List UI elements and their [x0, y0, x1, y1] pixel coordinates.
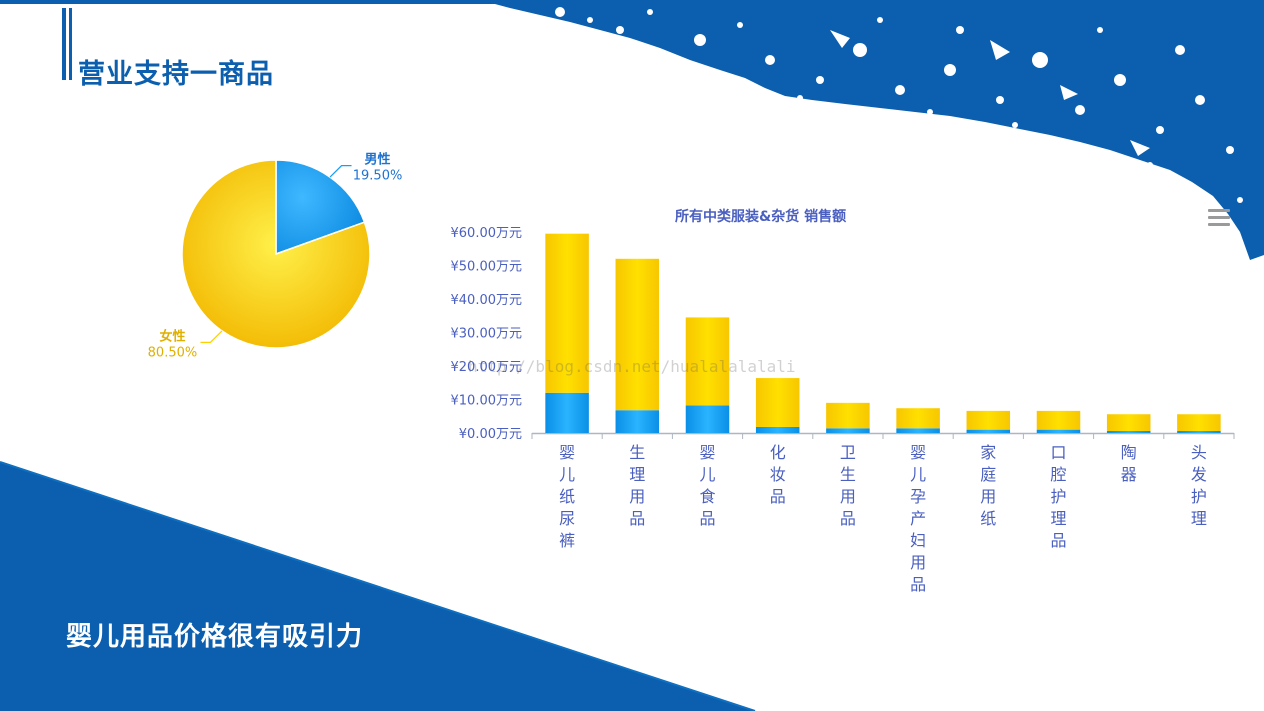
y-axis-tick-label: ¥10.00万元 — [451, 394, 523, 409]
y-axis-tick-label: ¥30.00万元 — [451, 327, 523, 342]
hamburger-menu-icon[interactable] — [1208, 209, 1230, 229]
pie-slice-name: 男性 — [365, 152, 391, 168]
x-axis-category-label: 生理用品 — [629, 443, 645, 528]
bar-segment — [1036, 410, 1081, 430]
pie-slice-name: 女性 — [159, 328, 185, 344]
pie-leader-line — [329, 165, 352, 178]
bar-segment — [685, 317, 730, 406]
pie-slice — [181, 159, 371, 349]
title-accent-bar — [62, 8, 66, 80]
bar-segment — [896, 408, 940, 429]
x-axis-category-label: 化妆品 — [770, 443, 786, 506]
bar-segment — [1177, 414, 1221, 431]
pie-slice — [275, 159, 366, 256]
bar-segment — [685, 405, 730, 433]
bar-segment — [1106, 414, 1151, 431]
y-axis-tick-label: ¥20.00万元 — [451, 360, 523, 375]
bar-segment — [1177, 430, 1221, 433]
x-axis-category-label: 头发护理 — [1191, 443, 1207, 528]
bar-segment — [826, 402, 870, 429]
bar-segment — [1036, 429, 1081, 433]
x-axis-category-label: 陶器 — [1121, 443, 1137, 484]
title-accent-bar-secondary — [69, 8, 72, 80]
y-axis-tick-label: ¥50.00万元 — [451, 260, 523, 275]
x-axis-category-label: 婴儿食品 — [699, 443, 715, 528]
bar-segment — [545, 392, 589, 433]
x-axis-category-label: 家庭用纸 — [980, 443, 996, 528]
bar-chart-title: 所有中类服装&杂货 销售额 — [675, 209, 847, 225]
bar-segment — [1106, 430, 1151, 433]
bar-segment — [966, 410, 1011, 430]
bar-segment — [896, 428, 940, 433]
y-axis-tick-label: ¥60.00万元 — [451, 226, 523, 241]
x-axis-category-label: 口腔护理品 — [1050, 443, 1066, 550]
page-title: 营业支持一商品 — [78, 59, 274, 90]
bar-segment — [545, 233, 589, 393]
x-axis-category-label: 婴儿孕产妇用品 — [910, 443, 926, 594]
pie-leader-line — [200, 330, 223, 343]
bar-segment — [826, 428, 870, 433]
pie-slice-percent: 19.50% — [353, 169, 403, 184]
bar-segment — [615, 258, 660, 411]
y-axis-tick-label: ¥0.00万元 — [459, 427, 522, 442]
x-axis-category-label: 卫生用品 — [840, 443, 856, 528]
bar-segment — [755, 426, 800, 433]
bar-segment — [966, 429, 1011, 433]
x-axis-category-label: 婴儿纸尿裤 — [559, 443, 575, 550]
bar-segment — [615, 410, 660, 433]
y-axis-tick-label: ¥40.00万元 — [451, 293, 523, 308]
bar-segment — [755, 378, 800, 427]
watermark: http://blog.csdn.net/hualalalalali — [468, 357, 796, 376]
pie-slice-percent: 80.50% — [148, 345, 198, 360]
slogan-text: 婴儿用品价格很有吸引力 — [66, 622, 364, 652]
